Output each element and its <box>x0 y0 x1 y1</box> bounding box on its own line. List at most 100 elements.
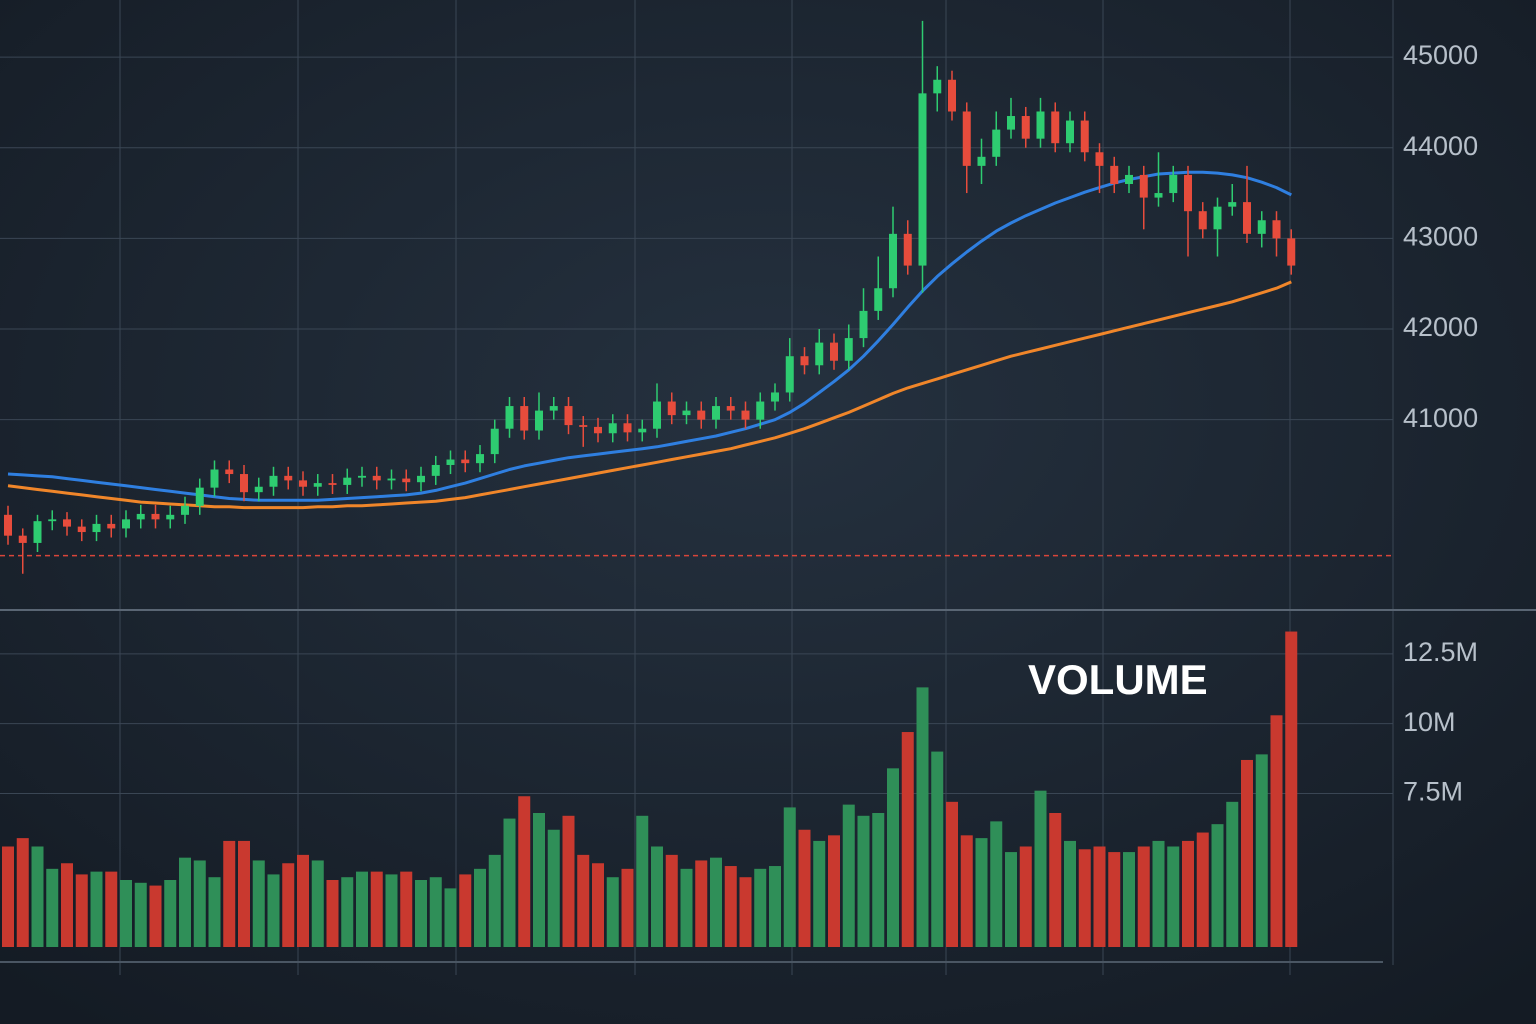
candle-body <box>903 233 912 266</box>
y-tick-label: 7.5M <box>1403 777 1463 807</box>
candle-body <box>1139 174 1148 198</box>
volume-bar <box>444 888 457 947</box>
candle-body <box>343 477 352 485</box>
volume-bar <box>415 880 427 947</box>
volume-bar <box>592 863 604 947</box>
volume-bar <box>193 860 206 947</box>
candle-body <box>697 410 706 420</box>
candle-body <box>166 514 175 520</box>
candle-body <box>992 129 1001 157</box>
candle-body <box>431 464 440 476</box>
volume-bar <box>326 880 339 947</box>
volume-bar <box>1064 840 1076 947</box>
volume-bar <box>813 840 826 947</box>
candle-body <box>830 342 838 361</box>
volume-bar <box>429 877 442 947</box>
y-tick-label: 41000 <box>1403 403 1478 433</box>
candle-body <box>505 406 514 429</box>
volume-bar <box>547 829 560 947</box>
candle-body <box>240 474 248 493</box>
volume-bar <box>1049 813 1062 947</box>
candle-body <box>372 475 381 481</box>
volume-bar <box>931 751 944 947</box>
candle-body <box>844 338 853 361</box>
volume-bar <box>1211 824 1224 947</box>
candle-body <box>579 425 588 427</box>
candle-body <box>1198 211 1207 230</box>
volume-bar <box>606 877 619 947</box>
candle-body <box>1051 111 1060 144</box>
candle-body <box>77 526 86 533</box>
volume-bar <box>562 815 575 947</box>
candle-body <box>623 423 632 433</box>
volume-bar <box>680 868 693 947</box>
volume-bar <box>1078 849 1091 947</box>
volume-bar <box>621 868 634 947</box>
candle-body <box>815 342 824 366</box>
volume-bar <box>1270 715 1283 947</box>
y-tick-label: 10M <box>1403 707 1456 737</box>
candle-body <box>520 406 529 431</box>
volume-bar <box>769 866 781 947</box>
candle-body <box>402 478 411 483</box>
candle-body <box>933 79 942 94</box>
volume-bar <box>710 857 722 947</box>
candle-body <box>1110 165 1119 184</box>
candle-body <box>726 406 735 411</box>
volume-bar <box>1241 759 1253 947</box>
candle-body <box>181 505 189 515</box>
moving-average-line <box>7 280 1292 510</box>
volume-bar <box>946 801 958 947</box>
volume-bar <box>518 796 531 947</box>
volume-bar <box>238 840 250 947</box>
candle-body <box>682 410 691 416</box>
candle-body <box>387 478 396 481</box>
moving-average-line <box>7 170 1292 502</box>
candle-body <box>476 454 484 464</box>
volume-bar <box>179 857 191 947</box>
volume-bar <box>783 807 796 947</box>
candle-body <box>1125 174 1133 184</box>
candle-body <box>948 79 956 112</box>
candle-body <box>667 401 676 416</box>
volume-bar <box>739 877 752 947</box>
candle-body <box>1272 220 1281 239</box>
candle-body <box>269 475 278 487</box>
candle-body <box>92 523 101 533</box>
volume-bar <box>1167 846 1180 947</box>
candle-body <box>712 406 720 420</box>
volume-bar <box>651 846 663 947</box>
volume-bar <box>149 885 162 947</box>
volume-bar <box>1123 852 1135 947</box>
candle-body <box>771 392 779 402</box>
candle-body <box>33 521 42 543</box>
candle-body <box>889 233 897 289</box>
volume-bar <box>208 877 221 947</box>
candle-body <box>225 469 234 475</box>
volume-bar <box>1093 846 1106 947</box>
volume-bar <box>1034 790 1047 947</box>
volume-bar <box>16 838 29 947</box>
volume-bar <box>311 860 324 947</box>
volume-bar <box>1196 832 1209 947</box>
volume-bar <box>828 835 840 947</box>
candle-body <box>564 406 573 426</box>
candle-body <box>1169 174 1178 194</box>
volume-bar <box>164 880 177 947</box>
volume-bar <box>2 846 14 947</box>
volume-bar <box>901 732 914 947</box>
candle-body <box>1095 152 1104 166</box>
y-tick-label: 42000 <box>1403 312 1478 342</box>
volume-bar <box>252 860 265 947</box>
candle-body <box>1066 120 1074 144</box>
volume-bar <box>341 877 354 947</box>
volume-bar <box>282 863 295 947</box>
candle-body <box>1243 202 1251 234</box>
candle-body <box>151 513 160 520</box>
volume-bar <box>724 866 737 947</box>
volume-bar <box>1255 754 1268 947</box>
volume-bar <box>1226 801 1239 947</box>
candle-body <box>1036 111 1045 139</box>
candle-body <box>195 487 204 506</box>
volume-bar <box>990 821 1003 947</box>
